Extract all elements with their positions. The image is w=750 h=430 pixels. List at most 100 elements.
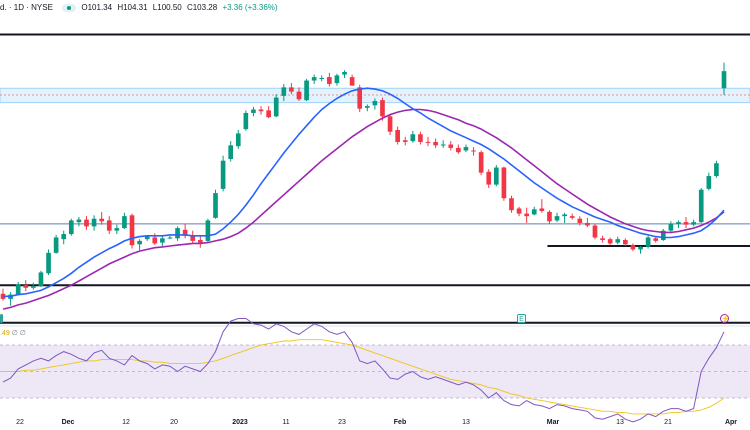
x-tick-label: 21 [664, 419, 672, 426]
candle-body [600, 238, 605, 241]
candle-body [706, 176, 712, 189]
candle-body [129, 215, 135, 246]
candle-body [0, 293, 6, 299]
candle-body [486, 171, 492, 185]
x-tick-label: 13 [616, 419, 624, 426]
candle-body [190, 235, 196, 241]
x-tick-label: Mar [546, 419, 560, 426]
candle-body [387, 116, 393, 132]
candle-body [410, 134, 416, 142]
candle-body [137, 240, 142, 245]
candle-body [243, 112, 249, 130]
change-value: +3.36 (+3.36%) [222, 3, 278, 12]
candle-body [425, 141, 431, 143]
candle-body [46, 252, 51, 274]
candle-body [721, 71, 727, 89]
event-marker-left[interactable] [0, 314, 3, 323]
candle-body [531, 209, 537, 215]
candle-body [615, 239, 621, 243]
candle-body [471, 150, 476, 152]
candle-body [653, 238, 659, 241]
candle-body [38, 272, 44, 287]
candle-body [372, 101, 378, 106]
candle-body [311, 77, 317, 81]
candle-body [76, 219, 82, 223]
dividend-marker-icon[interactable]: ⚡ [720, 314, 730, 323]
moving-average-fast [3, 87, 725, 298]
visibility-eye-icon[interactable] [62, 3, 77, 12]
candle-body [478, 152, 484, 173]
rsi-placeholder-1: ∅ [11, 330, 18, 337]
candle-body [84, 219, 89, 227]
x-tick-label: Apr [724, 419, 738, 426]
candle-body [623, 240, 628, 245]
candle-body [547, 211, 552, 222]
candle-body [273, 97, 279, 117]
candle-body [493, 167, 499, 185]
candle-body [554, 216, 560, 221]
candle-body [281, 87, 287, 96]
candle-body [676, 222, 681, 224]
candle-body [114, 228, 120, 231]
candle-body [220, 160, 226, 189]
candle-body [380, 100, 385, 117]
rsi-line [2, 318, 725, 423]
moving-average-slow [2, 108, 725, 310]
symbol-title: d. · 1D · NYSE [0, 3, 53, 12]
candle-body [539, 208, 545, 212]
candle-body [418, 134, 423, 142]
candle-body [99, 218, 104, 222]
rsi-placeholder-2: ∅ [19, 330, 26, 337]
candle-body [638, 246, 643, 250]
rsi-header: .49 ∅ ∅ [0, 329, 26, 339]
candle-body [524, 213, 530, 217]
candle-body [501, 167, 507, 199]
candle-body [607, 239, 613, 244]
candle-body [122, 216, 127, 229]
candle-body [197, 240, 203, 243]
candle-body [251, 109, 256, 113]
open-value: O101.34 [81, 3, 113, 12]
candle-body [53, 237, 59, 253]
candle-body [266, 110, 271, 118]
candle-body [175, 228, 180, 239]
candle-body [327, 77, 332, 84]
x-tick-label: 20 [170, 419, 178, 426]
candle-body [15, 284, 21, 295]
candle-body [182, 229, 188, 236]
candle-body [668, 223, 674, 231]
candle-body [645, 237, 651, 247]
candle-body [592, 225, 598, 238]
candle-body [577, 218, 583, 223]
candle-body [698, 189, 704, 223]
candle-body [585, 222, 590, 226]
candle-body [334, 75, 340, 84]
high-value: H104.31 [117, 3, 148, 12]
candle-body [106, 220, 112, 231]
candle-body [448, 144, 454, 148]
candle-body [463, 147, 469, 151]
candle-body [228, 145, 234, 159]
candle-body [683, 222, 689, 225]
candle-body [144, 236, 150, 240]
candle-body [213, 193, 218, 218]
candle-body [509, 198, 514, 211]
candle-body [91, 218, 97, 227]
x-tick-label: 2023 [232, 419, 248, 426]
candle-body [440, 144, 446, 146]
candle-body [691, 222, 696, 225]
candle-body [660, 230, 666, 241]
candle-body [364, 106, 370, 108]
earnings-marker-icon[interactable]: E [517, 314, 526, 323]
candle-body [167, 237, 173, 239]
candle-body [160, 238, 165, 243]
candle-body [61, 234, 67, 240]
candle-body [342, 72, 347, 75]
x-tick-label: 12 [122, 419, 130, 426]
candle-body [516, 208, 522, 214]
candle-body [433, 141, 438, 146]
low-value: L100.50 [152, 3, 182, 12]
rsi-ma-line [3, 339, 725, 415]
candle-body [31, 286, 36, 288]
